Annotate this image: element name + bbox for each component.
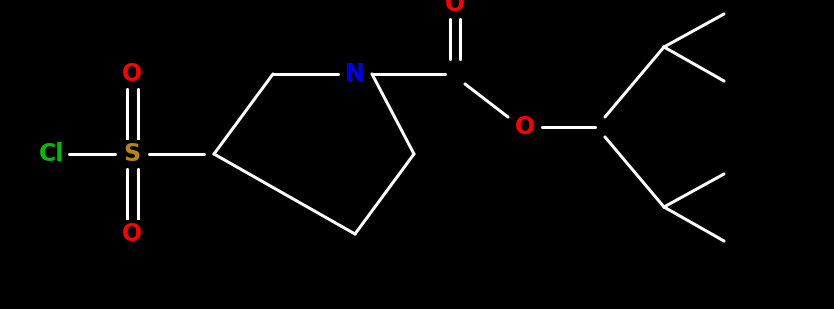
Text: Cl: Cl [39,142,65,166]
Text: N: N [345,62,364,86]
Text: O: O [515,115,535,139]
Text: O: O [122,62,142,86]
Text: S: S [123,142,141,166]
Text: O: O [122,222,142,246]
Text: O: O [445,0,465,16]
